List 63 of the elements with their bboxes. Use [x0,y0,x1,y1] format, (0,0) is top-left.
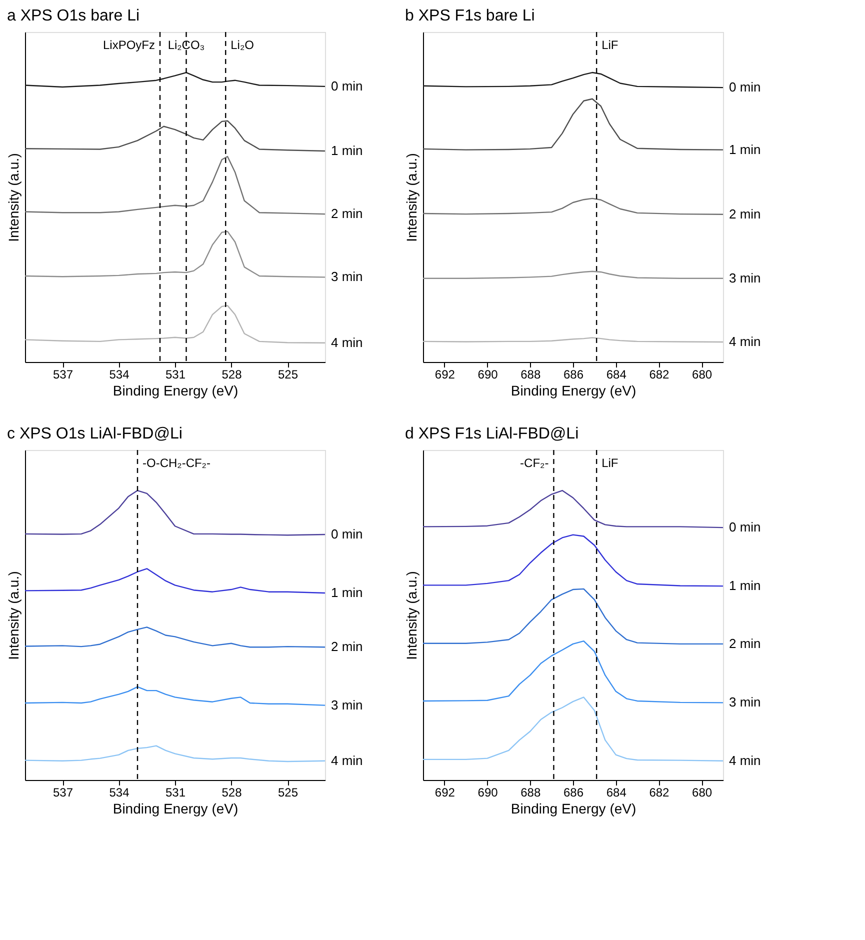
series-label: 4 min [729,334,761,350]
series-label: 4 min [729,752,761,768]
ref-line-label: LixPOyFz [102,38,155,52]
series-label: 2 min [729,206,761,222]
x-tick-label: 680 [692,786,712,800]
x-tick-label: 692 [434,786,456,800]
y-axis-title: Intensity (a.u.) [6,571,22,660]
ref-line-label: LiF [602,38,618,52]
x-tick-label: 680 [692,368,712,382]
chart-title: d XPS F1s LiAl-FBD@Li [405,425,579,442]
x-tick-label: 684 [606,368,627,382]
series-label: 0 min [331,78,363,94]
x-axis-title: Binding Energy (eV) [510,382,636,398]
x-tick-label: 528 [222,786,242,800]
x-tick-label: 537 [52,368,74,382]
chart-title: a XPS O1s bare Li [7,7,140,24]
x-tick-label: 684 [606,786,627,800]
series-label: 0 min [729,520,761,535]
x-tick-label: 525 [278,786,298,800]
series-label: 0 min [331,526,363,542]
series-label: 3 min [331,269,363,284]
chart-title: c XPS O1s LiAl-FBD@Li [7,425,182,442]
series-label: 2 min [331,206,363,222]
ref-line-label: -CF₂- [520,456,549,470]
y-axis-title: Intensity (a.u.) [404,153,420,242]
series-label: 0 min [729,80,761,95]
chart-title: b XPS F1s bare Li [405,7,535,24]
x-tick-label: 690 [478,786,498,800]
ref-line-label: Li₂CO₃ [168,38,205,52]
series-label: 1 min [331,142,363,158]
x-tick-label: 534 [109,786,130,800]
ref-line-label: -O-CH₂-CF₂- [142,456,210,470]
x-tick-label: 537 [52,786,74,800]
x-axis-title: Binding Energy (eV) [112,800,238,816]
y-axis-title: Intensity (a.u.) [6,153,22,242]
x-tick-label: 686 [563,786,584,800]
x-tick-label: 686 [563,368,584,382]
x-axis-title: Binding Energy (eV) [510,800,636,816]
series-label: 1 min [331,585,363,600]
series-label: 3 min [729,270,761,286]
series-label: 3 min [331,697,363,712]
x-tick-label: 682 [649,368,670,382]
x-tick-label: 528 [222,368,242,382]
x-tick-label: 692 [434,368,456,382]
x-tick-label: 531 [165,368,186,382]
x-tick-label: 534 [109,368,130,382]
ref-line-label: LiF [602,456,618,470]
x-tick-label: 690 [478,368,498,382]
x-tick-label: 688 [520,368,541,382]
series-label: 1 min [729,578,761,594]
series-label: 4 min [331,334,363,350]
ref-line-label: Li₂O [230,38,254,52]
series-label: 4 min [331,752,363,768]
series-label: 3 min [729,694,761,710]
series-label: 1 min [729,142,761,157]
y-axis-title: Intensity (a.u.) [404,571,420,660]
x-tick-label: 531 [165,786,186,800]
series-label: 2 min [331,639,363,654]
x-tick-label: 525 [278,368,298,382]
x-tick-label: 688 [520,786,541,800]
series-label: 2 min [729,636,761,651]
x-axis-title: Binding Energy (eV) [112,382,238,398]
x-tick-label: 682 [649,786,670,800]
